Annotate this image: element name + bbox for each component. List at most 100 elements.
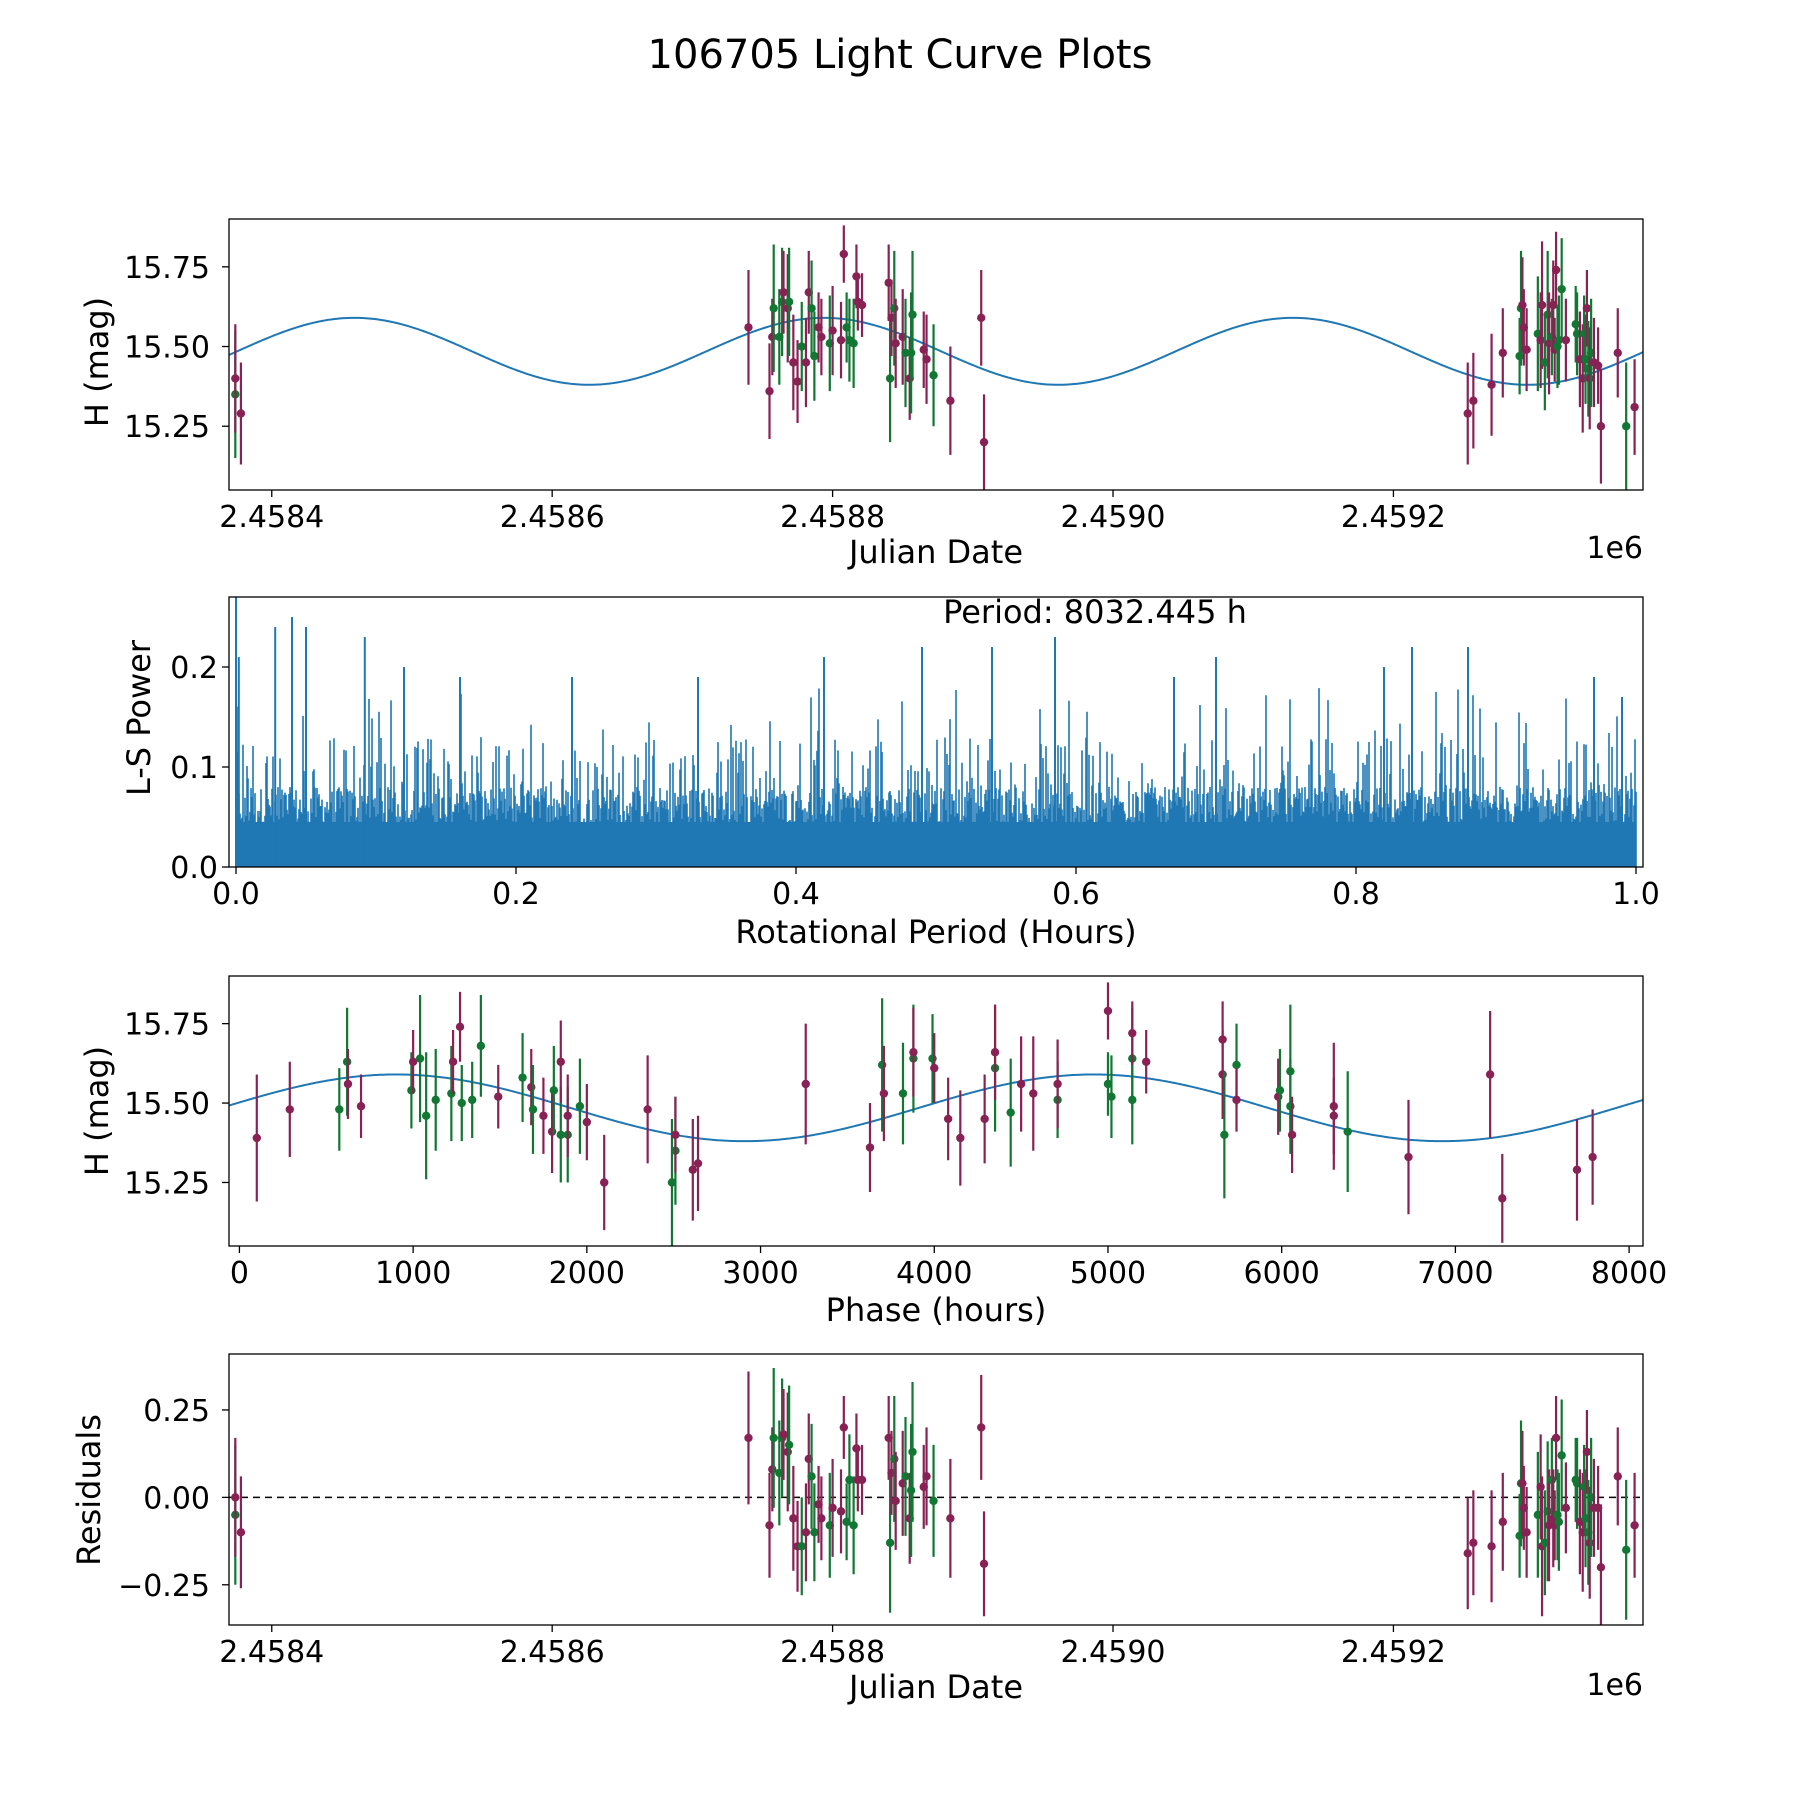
light-curve-ytick-label: 15.25 (124, 410, 210, 445)
phased-point (549, 1086, 559, 1095)
light-curve-point (810, 351, 819, 361)
light-curve-point (744, 323, 753, 332)
residuals-point (810, 1528, 819, 1537)
residuals-point (1582, 1447, 1592, 1457)
phased-point (1220, 1130, 1229, 1140)
residuals-point (807, 1472, 816, 1481)
periodogram-ytick-label: 0.0 (170, 851, 218, 886)
phased-point (1588, 1152, 1597, 1162)
residuals-point (231, 1493, 240, 1502)
residuals-xlabel: Julian Date (847, 1668, 1023, 1706)
figure-title: 106705 Light Curve Plots (648, 32, 1153, 78)
phased-point (285, 1105, 294, 1114)
phased-point (1103, 1079, 1113, 1089)
phased-point (1006, 1108, 1015, 1117)
light-curve-point (1522, 345, 1531, 354)
light-curve-point (922, 355, 931, 364)
residuals-point (1543, 1507, 1552, 1516)
phased-point (518, 1073, 527, 1082)
phased-xlabel: Phase (hours) (826, 1291, 1047, 1329)
light-curve-offset-label: 1e6 (1586, 531, 1643, 566)
phased-point (956, 1133, 965, 1143)
phased-point (693, 1159, 703, 1168)
phased-point (1404, 1152, 1413, 1162)
light-curve-xtick-label: 2.4588 (780, 500, 885, 535)
phased-point (1329, 1102, 1338, 1111)
light-curve-point (1463, 409, 1472, 418)
residuals-offset-label: 1e6 (1586, 1668, 1643, 1703)
light-curve-point (1613, 348, 1622, 358)
phased-point (1286, 1102, 1295, 1111)
residuals-ylabel: Residuals (70, 1414, 108, 1566)
phased-point (930, 1063, 939, 1073)
light-curve-point (1585, 374, 1594, 383)
phased-point (801, 1079, 810, 1089)
phased-xtick-label: 3000 (722, 1256, 798, 1291)
residuals-point (929, 1496, 938, 1506)
periodogram-xtick-label: 0.6 (1052, 877, 1100, 912)
phased-point (407, 1086, 416, 1095)
phased-ylabel: H (mag) (78, 1046, 116, 1176)
phased-point (563, 1111, 572, 1120)
residuals-frame (228, 1353, 1644, 1626)
phased-point (1232, 1095, 1241, 1105)
residuals-point (1522, 1528, 1531, 1537)
light-curve-xtick-label: 2.4586 (500, 500, 605, 535)
residuals-point (817, 1514, 826, 1523)
residuals-point (890, 1454, 899, 1464)
residuals-xtick-label: 2.4584 (219, 1635, 324, 1670)
light-curve-point (817, 332, 826, 342)
residuals-panel: Residuals Julian Date 1e6 2.4584 2.4586 2.… (70, 1353, 1644, 1706)
residuals-point (852, 1444, 861, 1453)
phased-point (455, 1022, 465, 1032)
phased-point (431, 1095, 440, 1105)
residuals-point (836, 1507, 846, 1516)
light-curve-point (1515, 351, 1524, 361)
residuals-point (1596, 1563, 1606, 1572)
phased-point (335, 1105, 344, 1114)
residuals-point (908, 1447, 917, 1457)
residuals-point (1554, 1517, 1564, 1527)
phased-point (879, 1089, 889, 1098)
residuals-xtick-label: 2.4590 (1061, 1635, 1166, 1670)
residuals-point (1469, 1538, 1478, 1548)
phased-panel: H (mag) Phase (hours) 0 1000 2000 3000 4000 5… (78, 975, 1667, 1329)
periodogram-ylabel: L-S Power (120, 639, 158, 796)
light-curve-point (1518, 300, 1527, 310)
light-curve-point (1543, 310, 1552, 319)
light-curve-point (857, 300, 867, 310)
phased-point (1141, 1057, 1151, 1066)
light-curve-point (1593, 361, 1603, 370)
residuals-point (1487, 1542, 1496, 1551)
light-curve-point (1561, 335, 1571, 345)
residuals-point (1498, 1517, 1507, 1527)
residuals-point (1551, 1433, 1561, 1443)
residuals-xtick-label: 2.4592 (1341, 1635, 1446, 1670)
residuals-point (765, 1521, 774, 1530)
residuals-point (1561, 1503, 1571, 1513)
residuals-point (1463, 1549, 1472, 1558)
light-curve-point (779, 288, 788, 297)
residuals-point (828, 1503, 837, 1513)
light-curve-point (1582, 304, 1592, 313)
light-curve-point (852, 272, 861, 281)
phased-point (990, 1048, 1000, 1057)
light-curve-point (908, 310, 917, 319)
phased-point (356, 1102, 366, 1111)
phased-ytick-label: 15.25 (124, 1166, 210, 1201)
phased-xtick-label: 2000 (549, 1256, 625, 1291)
phased-point (671, 1130, 680, 1140)
residuals-point (784, 1440, 794, 1450)
periodogram-frame (228, 596, 1644, 868)
phased-ytick-label: 15.75 (124, 1008, 210, 1043)
light-curve-point (836, 335, 846, 345)
light-curve-point (891, 339, 900, 348)
light-curve-point (1596, 422, 1606, 431)
phased-point (688, 1165, 698, 1174)
light-curve-point (890, 304, 899, 313)
phased-points (252, 982, 1597, 1246)
light-curve-frame (228, 218, 1644, 491)
phased-point (980, 1114, 989, 1124)
